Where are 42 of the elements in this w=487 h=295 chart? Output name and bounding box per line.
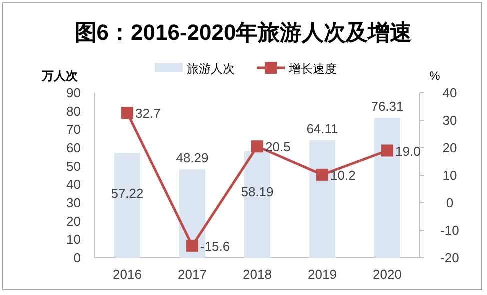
x-tick-label: 2016 [113, 267, 142, 282]
y2-tick-label: 40 [442, 86, 458, 100]
data-label: 58.19 [241, 184, 274, 200]
data-label: 64.11 [306, 121, 338, 136]
y-tick-label: 90 [66, 86, 81, 100]
y-axis-title: 万人次 [41, 69, 79, 83]
x-tick-label: 2017 [178, 267, 207, 282]
y2-tick-label: 0 [446, 196, 454, 210]
chart-title: 图6：2016-2020年旅游人次及增速 [74, 20, 412, 45]
legend-label: 旅游人次 [187, 62, 235, 76]
y-tick-label: 10 [66, 232, 81, 248]
y2-tick-label: 10 [442, 168, 458, 183]
y-tick-label: 30 [66, 196, 81, 210]
x-tick-label: 2019 [308, 267, 337, 282]
y-tick-label: 50 [66, 158, 81, 174]
y-tick-label: 20 [66, 214, 81, 229]
x-tick-label: 2018 [243, 267, 272, 282]
data-label: 76.31 [371, 99, 404, 114]
data-label: 48.29 [176, 150, 209, 166]
y2-tick-label: -20 [440, 250, 460, 266]
y2-axis-title: % [430, 69, 441, 83]
y-tick-label: 70 [66, 122, 81, 138]
y2-tick-label: 20 [442, 140, 458, 156]
y-tick-label: 80 [66, 104, 81, 119]
point [186, 240, 198, 252]
point [316, 168, 328, 181]
point [382, 144, 394, 157]
data-label: 19.0 [396, 144, 421, 159]
data-label: 32.7 [136, 106, 161, 122]
y-tick-label: 0 [74, 250, 81, 266]
y2-tick-label: 30 [442, 113, 458, 128]
data-label: 10.2 [330, 168, 356, 183]
x-tick-label: 2020 [373, 267, 402, 282]
y-tick-label: 40 [66, 177, 81, 192]
point [122, 107, 134, 120]
data-label: 57.22 [111, 186, 144, 202]
data-label: -15.6 [200, 238, 230, 254]
data-label: 20.5 [266, 140, 291, 155]
legend-label: 增长速度 [288, 62, 337, 76]
y-tick-label: 60 [66, 140, 81, 156]
y2-tick-label: -10 [440, 223, 460, 238]
point [252, 140, 264, 153]
